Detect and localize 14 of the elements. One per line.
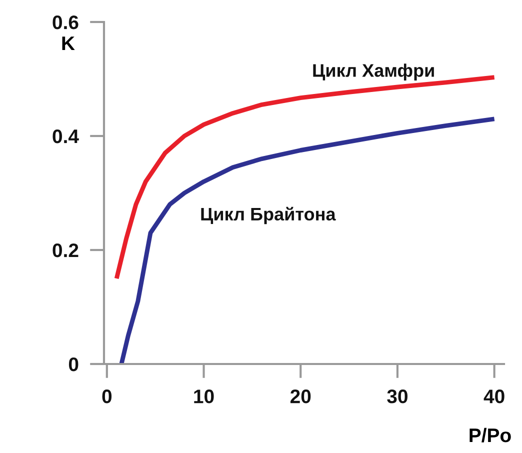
y-axis-title: K — [62, 36, 75, 50]
y-tick-label: 0.6 — [52, 15, 78, 30]
x-axis-title: P/Po — [470, 428, 511, 442]
x-tick-label: 0 — [102, 390, 112, 404]
series-label: Цикл Брайтона — [201, 206, 336, 224]
y-tick-label: 0 — [68, 357, 78, 372]
y-tick-label: 0.4 — [52, 129, 79, 144]
x-tick-label: 40 — [484, 390, 504, 404]
x-tick-label: 30 — [387, 390, 408, 404]
series-label: Цикл Хамфри — [313, 64, 434, 80]
line-series — [119, 116, 497, 364]
y-tick-label: 0.2 — [52, 243, 78, 258]
x-tick-label: 10 — [194, 390, 214, 404]
x-tick-label: 20 — [290, 390, 311, 404]
